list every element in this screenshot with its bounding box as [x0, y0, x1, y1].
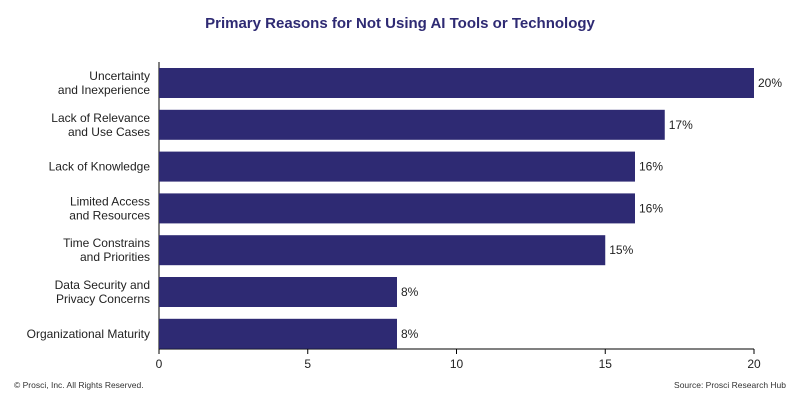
x-tick-label: 10: [450, 357, 464, 371]
x-tick-label: 15: [599, 357, 613, 371]
category-label: Uncertainty: [89, 69, 150, 83]
copyright-text: © Prosci, Inc. All Rights Reserved.: [14, 380, 144, 390]
bar: [159, 109, 665, 140]
category-label: and Resources: [69, 208, 150, 222]
category-label: and Inexperience: [58, 83, 150, 97]
bar: [159, 235, 606, 266]
value-label: 8%: [401, 285, 419, 299]
value-label: 8%: [401, 327, 419, 341]
category-label: Privacy Concerns: [56, 292, 150, 306]
category-label: Data Security and: [55, 278, 150, 292]
category-label: Time Constrains: [63, 236, 150, 250]
bar: [159, 193, 635, 224]
category-label: Organizational Maturity: [27, 327, 150, 341]
source-text: Source: Prosci Research Hub: [674, 380, 786, 390]
value-label: 17%: [669, 118, 693, 132]
category-label: Lack of Relevance: [51, 111, 150, 125]
x-tick-label: 20: [747, 357, 761, 371]
value-label: 15%: [609, 243, 633, 257]
chart-title: Primary Reasons for Not Using AI Tools o…: [205, 15, 595, 32]
value-label: 20%: [758, 76, 782, 90]
value-label: 16%: [639, 160, 663, 174]
bar: [159, 68, 754, 98]
category-label: Limited Access: [70, 194, 150, 208]
bar: [159, 151, 635, 182]
category-label: Lack of Knowledge: [49, 160, 151, 174]
x-tick-label: 0: [156, 357, 163, 371]
category-label: and Priorities: [80, 250, 150, 264]
value-label: 16%: [639, 201, 663, 215]
bar: [159, 318, 397, 349]
x-tick-label: 5: [304, 357, 311, 371]
category-label: and Use Cases: [68, 125, 150, 139]
bar: [159, 277, 397, 307]
